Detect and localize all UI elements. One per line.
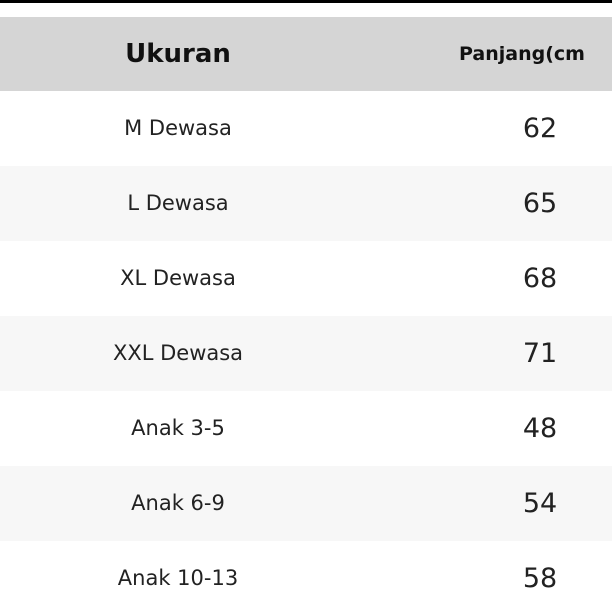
size-cell: Anak 10-13 <box>117 566 239 590</box>
table-row: Anak 10-13 58 <box>0 541 612 616</box>
length-cell: 62 <box>522 113 558 144</box>
table-row: L Dewasa 65 <box>0 166 612 241</box>
table-row: XL Dewasa 68 <box>0 241 612 316</box>
table-row: Anak 6-9 54 <box>0 466 612 541</box>
table-row: Anak 3-5 48 <box>0 391 612 466</box>
size-cell: L Dewasa <box>127 191 229 215</box>
length-cell: 48 <box>522 413 558 444</box>
length-cell: 68 <box>522 263 558 294</box>
size-cell: XL Dewasa <box>120 266 236 290</box>
header-panjang: Panjang(cm <box>459 43 585 65</box>
size-cell: M Dewasa <box>124 116 232 140</box>
length-cell: 71 <box>522 338 558 369</box>
table-row: M Dewasa 62 <box>0 91 612 166</box>
table-header: Ukuran Panjang(cm <box>0 17 612 91</box>
top-border <box>0 0 612 3</box>
length-cell: 58 <box>522 563 558 594</box>
length-cell: 54 <box>522 488 558 519</box>
size-cell: XXL Dewasa <box>112 341 244 365</box>
size-cell: Anak 3-5 <box>131 416 225 440</box>
header-ukuran: Ukuran <box>125 39 231 69</box>
table-row: XXL Dewasa 71 <box>0 316 612 391</box>
size-cell: Anak 6-9 <box>131 491 225 515</box>
length-cell: 65 <box>522 188 558 219</box>
